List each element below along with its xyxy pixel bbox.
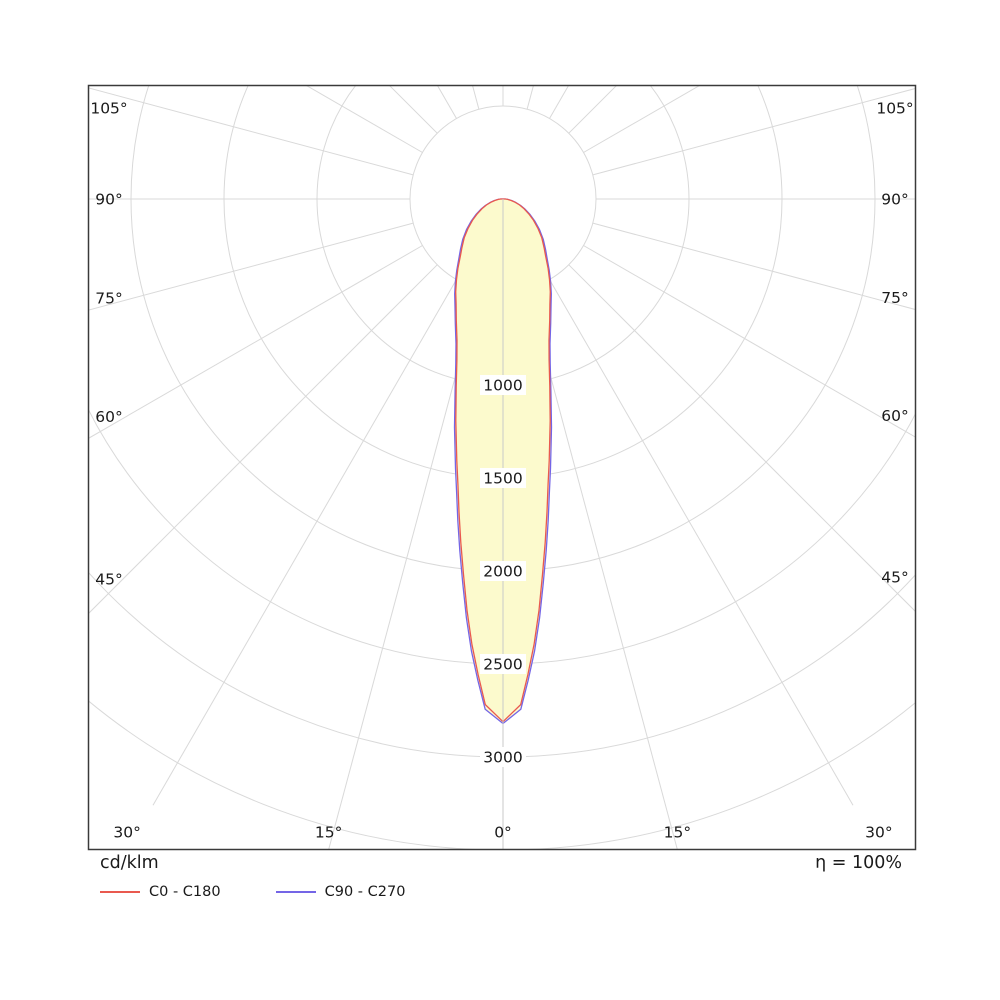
angle-label: 30° [113, 824, 140, 842]
units-label: cd/klm [100, 853, 159, 873]
plot-border [87, 84, 917, 851]
angle-label: 60° [881, 407, 908, 425]
angle-label: 30° [865, 824, 892, 842]
chart-footer: cd/klm η = 100% [100, 853, 902, 873]
radial-tick-label: 3000 [483, 749, 522, 767]
angle-label: 75° [95, 290, 122, 308]
radial-tick-label: 1500 [483, 470, 522, 488]
angle-label: 75° [881, 289, 908, 307]
legend: C0 - C180 C90 - C270 [100, 884, 460, 900]
angle-label: 0° [494, 824, 512, 842]
angle-label: 15° [315, 824, 342, 842]
angle-label: 60° [95, 408, 122, 426]
angle-label: 105° [876, 100, 913, 118]
legend-line-blue-icon [275, 891, 316, 893]
radial-tick-label: 2000 [483, 563, 522, 581]
efficiency-label: η = 100% [815, 853, 902, 873]
legend-line-red-icon [100, 891, 140, 893]
legend-label-c90-c270: C90 - C270 [324, 884, 406, 900]
radial-tick-label: 2500 [483, 656, 522, 674]
radial-tick-label: 1000 [483, 377, 522, 395]
legend-label-c0-c180: C0 - C180 [149, 884, 221, 900]
angle-label: 90° [881, 191, 908, 209]
legend-item-c90-c270: C90 - C270 [275, 884, 406, 900]
angle-labels: 0° 15° 15° 30° 30° 45° 45° 60° 60° 75° 75° 90° 90° 10… [90, 100, 913, 842]
angle-label: 45° [95, 571, 122, 589]
angle-label: 15° [664, 824, 691, 842]
angle-label: 45° [881, 569, 908, 587]
radial-tick-labels: 1000 1500 2000 2500 3000 [480, 375, 526, 767]
angle-label: 90° [95, 191, 122, 209]
legend-item-c0-c180: C0 - C180 [100, 884, 221, 900]
angle-label: 105° [90, 100, 127, 118]
